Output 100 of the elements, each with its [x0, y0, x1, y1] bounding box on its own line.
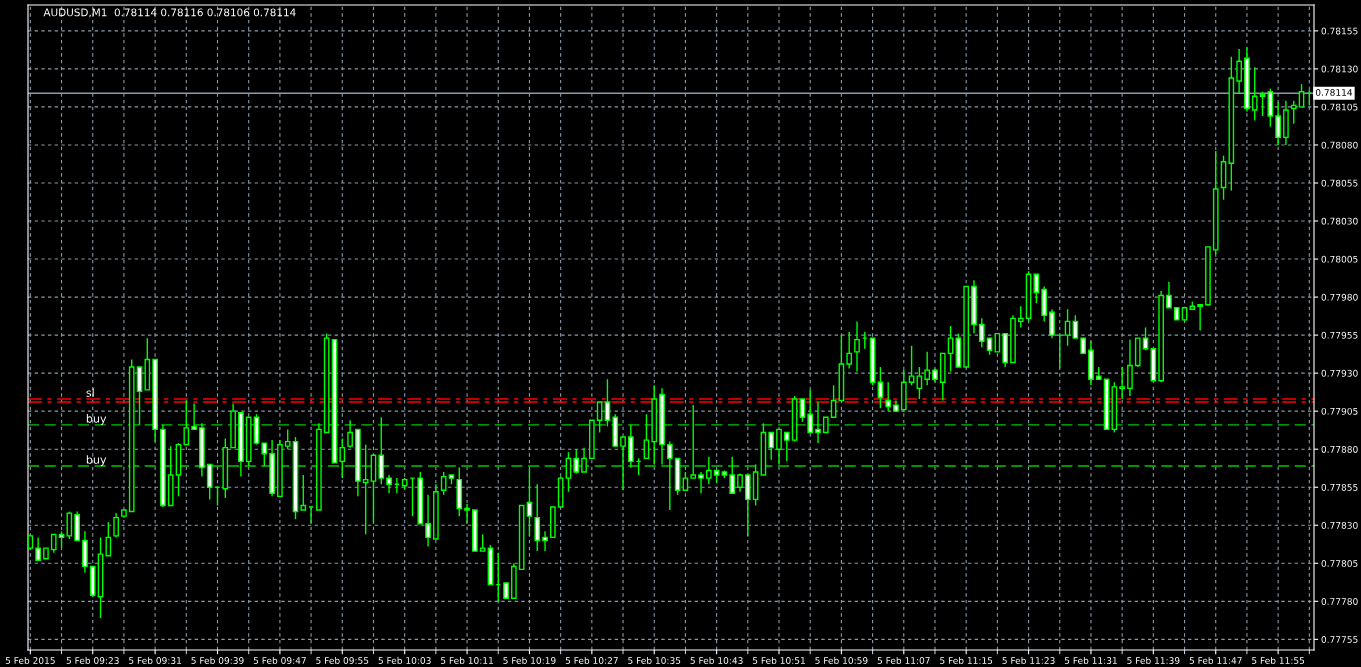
y-tick-label: 0.78155 — [1321, 27, 1358, 35]
x-tick-label: 5 Feb 09:31 — [129, 656, 182, 664]
ref-line-label: 0.78114 — [1315, 89, 1353, 96]
candlestick — [1275, 101, 1281, 146]
candlestick — [768, 431, 775, 461]
candlestick — [690, 404, 697, 479]
candlestick — [378, 416, 385, 485]
x-tick-label: 5 Feb 09:47 — [253, 656, 306, 664]
y-tick-label: 0.78080 — [1321, 141, 1358, 149]
candlestick — [300, 474, 307, 511]
x-tick-label: 5 Feb 11:47 — [1189, 656, 1242, 664]
x-tick-label: 5 Feb 10:35 — [628, 656, 681, 664]
candlestick — [573, 448, 580, 475]
candlestick — [534, 483, 541, 552]
y-tick-label: 0.77855 — [1321, 483, 1358, 491]
x-tick-label: 5 Feb 10:43 — [690, 656, 743, 664]
y-tick-label: 0.77930 — [1321, 369, 1358, 377]
chart-title: AUDUSD,M1 0.78114 0.78116 0.78106 0.78114 — [43, 8, 296, 18]
candlestick — [947, 325, 954, 373]
candlestick — [1251, 66, 1258, 122]
candlestick — [994, 332, 1001, 353]
candlestick — [542, 530, 548, 552]
candlestick — [1119, 366, 1125, 400]
candlestick — [924, 351, 931, 387]
x-tick-label: 5 Feb 11:31 — [1064, 656, 1117, 664]
x-tick-label: 5 Feb 11:15 — [940, 656, 993, 664]
candlestick — [440, 471, 447, 496]
x-tick-label: 5 Feb 11:55 — [1252, 656, 1305, 664]
candlestick — [50, 533, 57, 554]
candlestick — [799, 398, 806, 423]
candlestick — [347, 419, 353, 449]
candlestick — [1298, 83, 1305, 108]
candlestick — [978, 317, 985, 348]
candlestick — [596, 401, 603, 434]
x-tick-label: 5 Feb 2015 — [5, 656, 55, 664]
candlestick — [1290, 100, 1297, 125]
candlestick — [783, 431, 790, 463]
candlestick — [698, 471, 704, 495]
candlestick — [339, 437, 346, 479]
candlestick — [916, 366, 923, 400]
y-tick-label: 0.77780 — [1321, 598, 1358, 605]
candlestick — [1142, 326, 1149, 352]
candlestick — [705, 456, 712, 485]
candlestick — [815, 401, 821, 444]
candlestick — [183, 399, 190, 446]
y-tick-label: 0.77955 — [1321, 331, 1358, 339]
candlestick — [1127, 338, 1133, 397]
y-tick-label: 0.77830 — [1321, 521, 1358, 529]
y-tick-label: 0.77880 — [1321, 445, 1358, 453]
candlestick — [1259, 91, 1266, 117]
y-tick-label: 0.78030 — [1321, 217, 1358, 225]
x-tick-label: 5 Feb 11:39 — [1127, 656, 1180, 664]
candlestick — [425, 494, 431, 548]
y-tick-label: 0.77805 — [1321, 560, 1358, 567]
candlestick — [643, 413, 650, 460]
candlestick — [35, 536, 41, 561]
x-tick-label: 5 Feb 11:23 — [1002, 656, 1055, 664]
y-tick-label: 0.78055 — [1321, 179, 1358, 187]
candlestick — [807, 389, 814, 434]
candlestick — [1017, 305, 1024, 329]
candlestick — [666, 440, 673, 511]
x-tick-label: 5 Feb 10:59 — [815, 656, 868, 664]
y-tick-label: 0.78005 — [1321, 255, 1358, 263]
x-tick-label: 5 Feb 09:55 — [316, 656, 369, 664]
candlestick — [776, 428, 782, 466]
candlestick — [105, 521, 112, 557]
candlestick — [386, 474, 392, 495]
x-tick-label: 5 Feb 10:11 — [441, 656, 493, 664]
ref-line-label: sl — [86, 388, 94, 397]
y-tick-label: 0.78105 — [1321, 103, 1358, 111]
candlestick — [191, 402, 197, 431]
candlestick — [581, 446, 587, 473]
y-tick-label: 0.78130 — [1321, 65, 1358, 73]
candlestick — [66, 510, 73, 540]
y-tick-label: 0.77905 — [1321, 407, 1358, 415]
x-tick-label: 5 Feb 10:03 — [378, 656, 431, 664]
candlestick — [885, 381, 892, 412]
candlestick — [846, 331, 853, 370]
candlestick — [682, 471, 689, 491]
x-tick-label: 5 Feb 10:19 — [503, 656, 556, 664]
candlestick — [284, 428, 291, 450]
y-tick-label: 0.77755 — [1321, 636, 1358, 643]
ref-line-label: buy — [86, 455, 107, 466]
candlestick — [1197, 303, 1203, 332]
candlestick — [1236, 48, 1242, 94]
x-tick-label: 5 Feb 09:39 — [191, 656, 244, 664]
candlestick — [620, 436, 626, 491]
candlestick — [1049, 308, 1055, 339]
candlestick — [206, 463, 213, 501]
candlestick — [729, 456, 736, 495]
ref-line-label: buy — [86, 414, 107, 425]
candlestick — [854, 320, 860, 373]
x-tick-label: 5 Feb 09:23 — [66, 656, 119, 664]
candlestick — [908, 345, 915, 387]
candlestick — [464, 503, 470, 525]
candlestick — [261, 442, 268, 467]
x-tick-label: 5 Feb 10:27 — [565, 656, 618, 664]
candlestick — [1166, 281, 1172, 309]
x-tick-label: 5 Feb 11:07 — [877, 656, 930, 664]
candlestick — [362, 443, 369, 536]
